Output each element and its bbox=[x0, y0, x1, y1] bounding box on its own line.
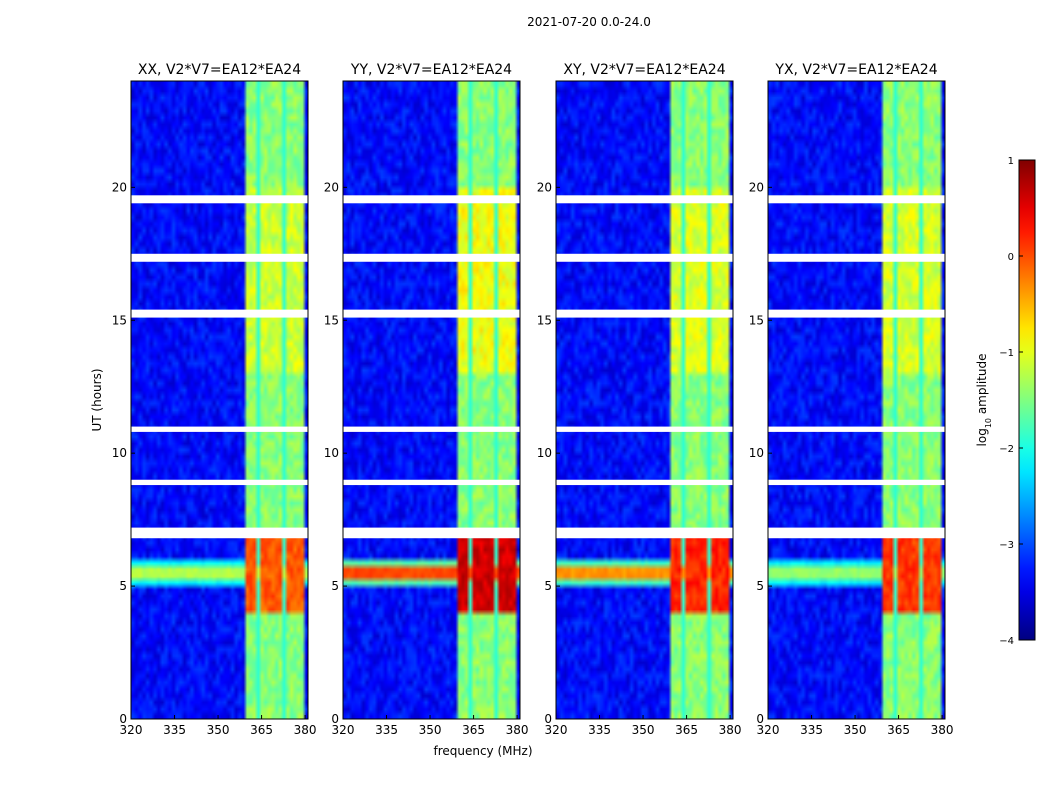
y-tick-label: 15 bbox=[324, 313, 339, 327]
flagged-time-range bbox=[343, 253, 520, 262]
spectrogram-image bbox=[131, 81, 308, 719]
flagged-time-range bbox=[343, 309, 520, 318]
panel-title: YX, V2*V7=EA12*EA24 bbox=[774, 62, 937, 78]
x-tick-label: 320 bbox=[545, 723, 568, 737]
x-tick-label: 320 bbox=[757, 723, 780, 737]
figure-title: 2021-07-20 0.0-24.0 bbox=[527, 15, 651, 29]
flagged-time-range bbox=[131, 195, 308, 204]
y-axis-label: UT (hours) bbox=[90, 368, 104, 431]
spectrogram-image bbox=[556, 81, 733, 719]
colorbar-tick-label: −4 bbox=[999, 636, 1014, 647]
colorbar-tick-label: −1 bbox=[999, 348, 1014, 359]
y-tick-label: 15 bbox=[749, 313, 764, 327]
y-tick-label: 15 bbox=[112, 313, 127, 327]
x-tick-label: 380 bbox=[294, 723, 317, 737]
y-tick-label: 0 bbox=[544, 712, 552, 726]
y-tick-label: 5 bbox=[119, 579, 127, 593]
x-tick-label: 350 bbox=[419, 723, 442, 737]
flagged-time-range bbox=[556, 195, 733, 204]
x-tick-label: 335 bbox=[588, 723, 611, 737]
flagged-time-range bbox=[131, 426, 308, 432]
flagged-time-range bbox=[343, 479, 520, 486]
colorbar-tick-label: −3 bbox=[999, 540, 1014, 551]
spectrogram-image bbox=[768, 81, 945, 719]
flagged-time-range bbox=[556, 479, 733, 486]
x-tick-label: 365 bbox=[675, 723, 698, 737]
x-tick-label: 380 bbox=[506, 723, 529, 737]
x-tick-label: 365 bbox=[250, 723, 273, 737]
flagged-time-range bbox=[768, 426, 945, 432]
flagged-time-range bbox=[556, 309, 733, 318]
flagged-time-range bbox=[768, 479, 945, 486]
y-tick-label: 20 bbox=[112, 180, 127, 194]
y-tick-label: 5 bbox=[331, 579, 339, 593]
colorbar-tick-label: 1 bbox=[1008, 156, 1014, 167]
x-tick-label: 350 bbox=[844, 723, 867, 737]
x-axis-label: frequency (MHz) bbox=[433, 744, 532, 758]
flagged-time-range bbox=[131, 253, 308, 262]
y-tick-label: 10 bbox=[112, 446, 127, 460]
flagged-time-range bbox=[768, 527, 945, 539]
panel-yy: YY, V2*V7=EA12*EA24 320 335 350 365 380 0 5 10 15… bbox=[324, 62, 529, 737]
colorbar-tick-label: 0 bbox=[1008, 252, 1014, 263]
x-tick-label: 335 bbox=[800, 723, 823, 737]
x-tick-label: 380 bbox=[719, 723, 742, 737]
panel-title: XX, V2*V7=EA12*EA24 bbox=[138, 62, 301, 78]
y-tick-label: 10 bbox=[749, 446, 764, 460]
x-tick-label: 335 bbox=[375, 723, 398, 737]
y-tick-label: 0 bbox=[331, 712, 339, 726]
x-tick-label: 320 bbox=[332, 723, 355, 737]
x-tick-label: 320 bbox=[120, 723, 143, 737]
panel-xx: XX, V2*V7=EA12*EA24 320 335 350 365 380 0 5 10 15… bbox=[112, 62, 317, 737]
y-tick-label: 0 bbox=[756, 712, 764, 726]
y-tick-label: 5 bbox=[756, 579, 764, 593]
plot-frame bbox=[767, 80, 946, 720]
x-tick-label: 350 bbox=[632, 723, 655, 737]
colorbar-label: log10 amplitude bbox=[975, 354, 993, 447]
panels: XX, V2*V7=EA12*EA24 320 335 350 365 380 0 5 10 15… bbox=[112, 62, 954, 737]
colorbar-tick-label: −2 bbox=[999, 444, 1014, 455]
colorbar-gradient bbox=[1018, 159, 1036, 641]
panel-title: YY, V2*V7=EA12*EA24 bbox=[350, 62, 512, 78]
flagged-time-range bbox=[131, 527, 308, 539]
spectrogram-image bbox=[343, 81, 520, 719]
y-tick-label: 10 bbox=[324, 446, 339, 460]
plot-frame bbox=[555, 80, 734, 720]
y-tick-label: 5 bbox=[544, 579, 552, 593]
flagged-time-range bbox=[343, 527, 520, 539]
plot-frame bbox=[342, 80, 521, 720]
y-tick-label: 10 bbox=[537, 446, 552, 460]
plot-frame bbox=[130, 80, 309, 720]
flagged-time-range bbox=[768, 195, 945, 204]
y-tick-label: 20 bbox=[324, 180, 339, 194]
flagged-time-range bbox=[768, 253, 945, 262]
x-tick-label: 365 bbox=[887, 723, 910, 737]
flagged-time-range bbox=[131, 479, 308, 486]
flagged-time-range bbox=[556, 253, 733, 262]
flagged-time-range bbox=[556, 527, 733, 539]
x-tick-label: 350 bbox=[207, 723, 230, 737]
y-tick-label: 20 bbox=[537, 180, 552, 194]
y-tick-label: 0 bbox=[119, 712, 127, 726]
x-tick-label: 335 bbox=[163, 723, 186, 737]
panel-title: XY, V2*V7=EA12*EA24 bbox=[563, 62, 725, 78]
flagged-time-range bbox=[768, 309, 945, 318]
flagged-time-range bbox=[343, 426, 520, 432]
panel-yx: YX, V2*V7=EA12*EA24 320 335 350 365 380 0 5 10 15… bbox=[749, 62, 954, 737]
y-tick-label: 20 bbox=[749, 180, 764, 194]
panel-xy: XY, V2*V7=EA12*EA24 320 335 350 365 380 0 5 10 15… bbox=[537, 62, 742, 737]
flagged-time-range bbox=[556, 426, 733, 432]
x-tick-label: 380 bbox=[931, 723, 954, 737]
y-tick-label: 15 bbox=[537, 313, 552, 327]
x-tick-label: 365 bbox=[462, 723, 485, 737]
flagged-time-range bbox=[343, 195, 520, 204]
colorbar: 1 0 −1 −2 −3 −4 log10 amplitude bbox=[975, 156, 1036, 647]
flagged-time-range bbox=[131, 309, 308, 318]
